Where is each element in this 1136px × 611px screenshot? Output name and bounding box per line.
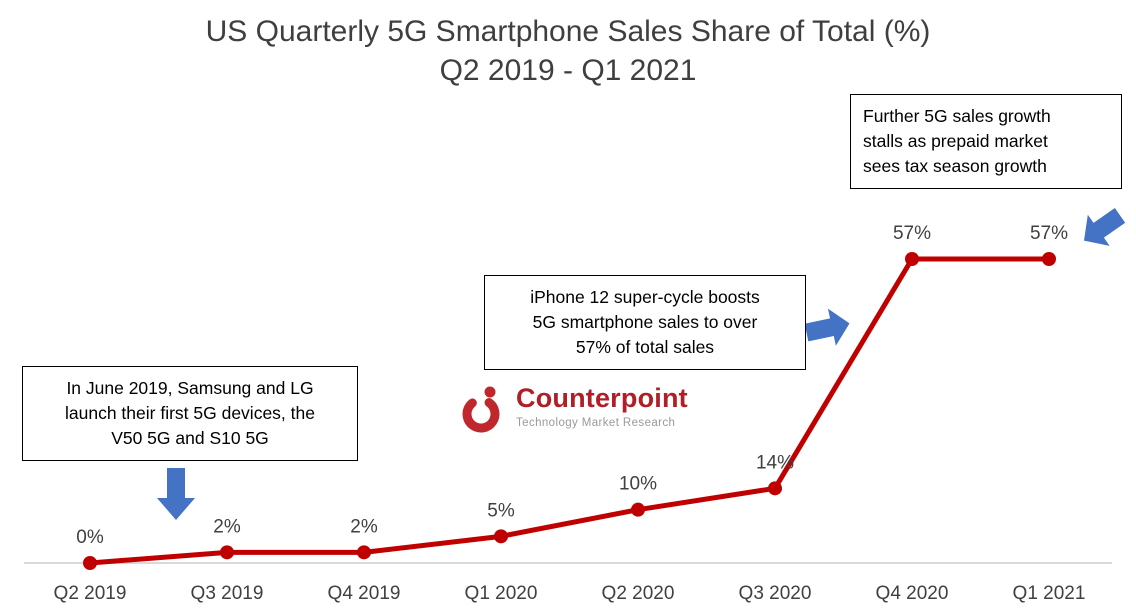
counterpoint-logo-name: Counterpoint <box>516 383 688 413</box>
annotation-growth-stalls: Further 5G sales growth stalls as prepai… <box>850 94 1122 189</box>
counterpoint-logo-text: Counterpoint Technology Market Research <box>516 383 688 429</box>
data-label: 2% <box>213 516 241 537</box>
data-label: 2% <box>350 516 378 537</box>
data-label: 5% <box>487 500 515 521</box>
chart-title-line1: US Quarterly 5G Smartphone Sales Share o… <box>205 15 931 48</box>
sales-line <box>89 256 1049 566</box>
counterpoint-logo: Counterpoint Technology Market Research <box>458 383 688 436</box>
x-axis-label: Q2 2020 <box>602 583 675 604</box>
data-label: 14% <box>756 452 794 473</box>
data-point-marker <box>83 556 97 570</box>
data-point-marker <box>1042 252 1056 266</box>
x-axis-label: Q3 2020 <box>739 583 812 604</box>
x-axis-label: Q4 2019 <box>328 583 401 604</box>
data-point-marker <box>494 529 508 544</box>
data-label: 57% <box>893 223 931 244</box>
down-left-arrow-icon <box>1083 208 1126 246</box>
x-axis-label: Q4 2020 <box>876 583 949 604</box>
x-axis-label: Q2 2019 <box>54 583 127 604</box>
counterpoint-logo-tagline: Technology Market Research <box>516 416 676 429</box>
data-point-marker <box>220 545 234 560</box>
x-axis-label: Q3 2019 <box>191 583 264 604</box>
annotation-iphone12-supercycle: iPhone 12 super-cycle boosts 5G smartpho… <box>484 275 806 370</box>
data-point-marker <box>905 252 919 266</box>
chart-title: US Quarterly 5G Smartphone Sales Share o… <box>0 12 1136 90</box>
down-arrow-icon <box>157 468 195 520</box>
data-label: 57% <box>1030 223 1068 244</box>
right-arrow-icon <box>804 308 850 346</box>
data-point-marker <box>631 502 645 517</box>
x-axis-label: Q1 2020 <box>465 583 538 604</box>
data-point-marker <box>357 545 371 560</box>
data-point-marker <box>768 481 782 496</box>
data-label: 10% <box>619 474 657 495</box>
chart-title-line2: Q2 2019 - Q1 2021 <box>439 54 697 87</box>
data-label: 0% <box>76 527 104 548</box>
counterpoint-logo-icon <box>462 386 500 433</box>
annotation-samsung-lg-launch: In June 2019, Samsung and LG launch thei… <box>22 366 358 461</box>
x-axis-label: Q1 2021 <box>1013 583 1086 604</box>
